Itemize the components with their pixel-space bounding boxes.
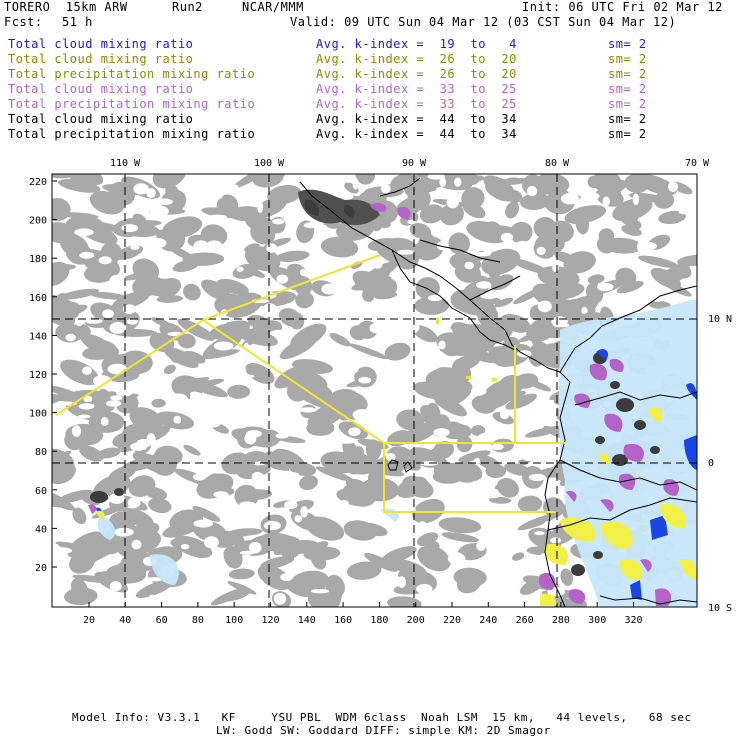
legend-sm: sm= 2 xyxy=(608,52,647,66)
legend-name: Total cloud mixing ratio xyxy=(8,112,194,126)
x-tick-label: 200 xyxy=(407,615,425,626)
forecast-hours: 51 h xyxy=(62,15,93,29)
x-tick-label: 240 xyxy=(479,615,497,626)
blue-cloud xyxy=(96,349,697,600)
x-tick-label: 220 xyxy=(443,615,461,626)
analysis-boxes xyxy=(55,254,565,513)
cloud-field xyxy=(52,174,697,607)
legend-sm: sm= 2 xyxy=(608,67,647,81)
forecast-label: Fcst: xyxy=(4,15,43,29)
purple-cloud xyxy=(88,202,680,606)
box-marks xyxy=(436,318,497,381)
lon-label: 110 W xyxy=(110,158,141,169)
x-tick-label: 140 xyxy=(298,615,316,626)
x-tick-label: 100 xyxy=(225,615,243,626)
valid-time: Valid: 09 UTC Sun 04 Mar 12 (03 CST Sun … xyxy=(290,15,677,29)
lat-label: 0 xyxy=(708,458,714,469)
y-tick-label: 80 xyxy=(35,447,47,458)
lon-label: 70 W xyxy=(685,158,710,169)
lon-label: 80 W xyxy=(545,158,570,169)
model-name: TORERO 15km ARW xyxy=(4,0,128,14)
x-tick-label: 180 xyxy=(370,615,388,626)
y-tick-label: 100 xyxy=(29,409,47,420)
legend-sm: sm= 2 xyxy=(608,112,647,126)
run-label: Run2 xyxy=(172,0,203,14)
lon-label: 100 W xyxy=(254,158,285,169)
legend-sm: sm= 2 xyxy=(608,82,647,96)
x-tick-label: 160 xyxy=(334,615,352,626)
org-label: NCAR/MMM xyxy=(242,0,304,14)
init-time: Init: 06 UTC Fri 02 Mar 12 xyxy=(522,0,723,14)
lat-label: 10 S xyxy=(708,603,732,614)
x-tick-label: 60 xyxy=(156,615,168,626)
x-tick-label: 80 xyxy=(192,615,204,626)
yellow-cloud xyxy=(95,407,697,606)
legend-name: Total cloud mixing ratio xyxy=(8,82,194,96)
dark-cloud-cores xyxy=(90,189,660,576)
x-tick-label: 260 xyxy=(516,615,534,626)
map-axes: 110 W 100 W 90 W 80 W 70 W 10 N 0 10 S 220 200 180… xyxy=(29,158,732,626)
y-tick-label: 220 xyxy=(29,177,47,188)
graticule xyxy=(52,174,697,607)
y-tick-label: 120 xyxy=(29,370,47,381)
legend-sm: sm= 2 xyxy=(608,127,647,141)
model-info-line2: LW: Godd SW: Goddard DIFF: simple KM: 2D… xyxy=(216,724,551,737)
legend-kindex: Avg. k-index = 33 to 25 xyxy=(316,97,517,111)
legend-name: Total precipitation mixing ratio xyxy=(8,97,256,111)
y-tick-label: 200 xyxy=(29,216,47,227)
legend-kindex: Avg. k-index = 33 to 25 xyxy=(316,82,517,96)
x-tick-label: 40 xyxy=(119,615,131,626)
legend-kindex: Avg. k-index = 44 to 34 xyxy=(316,127,517,141)
legend-sm: sm= 2 xyxy=(608,37,647,51)
y-tick-label: 60 xyxy=(35,486,47,497)
x-tick-label: 120 xyxy=(261,615,279,626)
legend-kindex: Avg. k-index = 44 to 34 xyxy=(316,112,517,126)
y-tick-label: 20 xyxy=(35,563,47,574)
legend-name: Total precipitation mixing ratio xyxy=(8,127,256,141)
legend-kindex: Avg. k-index = 26 to 20 xyxy=(316,67,517,81)
y-tick-label: 40 xyxy=(35,524,47,535)
map-frame xyxy=(51,173,698,608)
lon-label: 90 W xyxy=(402,158,427,169)
x-tick-label: 300 xyxy=(588,615,606,626)
legend-name: Total cloud mixing ratio xyxy=(8,52,194,66)
legend-name: Total cloud mixing ratio xyxy=(8,37,194,51)
model-info-line1: Model Info: V3.3.1 KF YSU PBL WDM 6class… xyxy=(72,711,692,724)
y-tick-label: 160 xyxy=(29,293,47,304)
legend-kindex: Avg. k-index = 26 to 20 xyxy=(316,52,517,66)
lat-label: 10 N xyxy=(708,314,732,325)
legend-sm: sm= 2 xyxy=(608,97,647,111)
y-tick-label: 180 xyxy=(29,254,47,265)
x-tick-label: 20 xyxy=(83,615,95,626)
legend-name: Total precipitation mixing ratio xyxy=(8,67,256,81)
x-tick-label: 280 xyxy=(552,615,570,626)
legend-kindex: Avg. k-index = 19 to 4 xyxy=(316,37,517,51)
y-tick-label: 140 xyxy=(29,331,47,342)
x-tick-label: 320 xyxy=(624,615,642,626)
